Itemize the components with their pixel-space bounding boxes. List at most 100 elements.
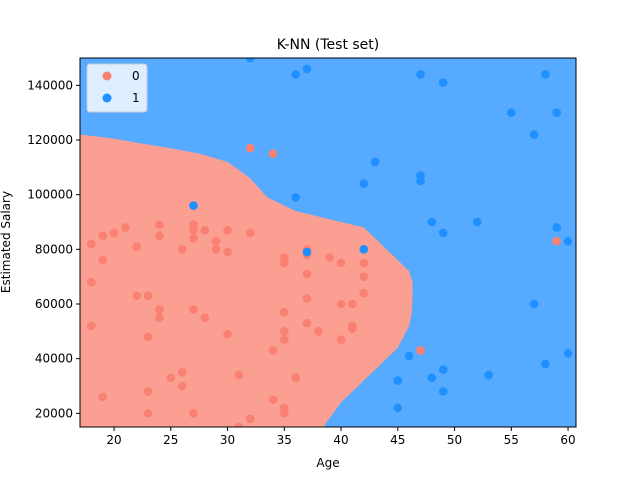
point-class-0: [200, 225, 210, 235]
point-class-0: [87, 239, 96, 249]
point-class-0: [132, 291, 142, 301]
point-class-1: [370, 157, 380, 167]
point-class-0: [155, 313, 164, 322]
point-class-0: [325, 253, 335, 262]
point-class-0: [348, 299, 357, 309]
point-class-1: [529, 130, 539, 139]
point-class-0: [200, 313, 210, 322]
x-tick-label: 25: [163, 433, 178, 447]
point-class-1: [438, 387, 448, 396]
point-class-0: [143, 332, 153, 342]
point-class-1: [438, 365, 448, 374]
y-tick-label: 60000: [35, 297, 73, 311]
point-class-1: [245, 58, 255, 63]
point-class-0: [177, 368, 187, 377]
chart-title: K-NN (Test set): [277, 37, 380, 53]
legend-label-class-1: 1: [132, 91, 140, 105]
point-class-0: [155, 220, 164, 230]
x-tick-label: 40: [333, 433, 348, 447]
point-class-0: [98, 392, 108, 402]
point-class-0: [245, 228, 255, 238]
y-tick-label: 20000: [35, 406, 73, 420]
point-class-0: [87, 277, 96, 287]
point-class-0: [552, 236, 562, 246]
x-tick-label: 30: [220, 433, 235, 447]
plot-frame: [79, 57, 577, 428]
point-class-1: [416, 176, 425, 186]
point-class-0: [336, 335, 346, 344]
point-class-1: [427, 373, 437, 383]
point-class-1: [507, 108, 516, 117]
point-class-0: [268, 395, 278, 404]
point-class-0: [280, 335, 289, 344]
point-class-0: [302, 318, 312, 328]
x-tick-label: 35: [277, 433, 292, 447]
point-class-1: [563, 236, 573, 246]
point-class-0: [336, 258, 346, 268]
point-class-1: [472, 217, 482, 227]
data-points: [87, 58, 573, 427]
point-class-0: [223, 225, 232, 235]
point-class-1: [563, 348, 573, 358]
point-class-0: [268, 149, 278, 158]
point-class-0: [155, 231, 164, 240]
legend-marker-class-1: [102, 93, 112, 103]
point-class-1: [438, 228, 448, 238]
point-class-0: [143, 409, 153, 418]
legend-box: [86, 63, 148, 113]
point-class-0: [314, 327, 323, 336]
point-class-1: [393, 376, 403, 385]
point-class-0: [234, 422, 244, 427]
legend: 0 1: [86, 63, 148, 113]
point-class-1: [404, 351, 414, 361]
point-class-0: [359, 272, 369, 281]
point-class-0: [280, 327, 289, 336]
point-class-1: [189, 201, 198, 210]
point-class-1: [416, 70, 425, 79]
x-tick-label: 60: [560, 433, 575, 447]
point-class-0: [166, 373, 176, 383]
point-class-1: [393, 403, 403, 413]
point-class-0: [87, 321, 96, 331]
decision-region-class-0: [80, 134, 413, 427]
point-class-0: [211, 245, 221, 254]
point-class-0: [189, 234, 198, 243]
point-class-0: [98, 231, 108, 240]
point-class-1: [529, 299, 539, 309]
point-class-0: [336, 299, 346, 309]
point-class-0: [280, 258, 289, 268]
point-class-1: [484, 370, 493, 380]
x-tick-label: 45: [390, 433, 405, 447]
point-class-0: [189, 409, 198, 418]
point-class-0: [98, 255, 108, 265]
point-class-0: [132, 242, 142, 251]
point-class-0: [359, 288, 369, 298]
point-class-0: [245, 414, 255, 424]
legend-label-class-0: 0: [132, 69, 140, 83]
x-axis-ticks: 20 25 30 35 40 45 50 55 60: [106, 427, 576, 447]
point-class-0: [291, 373, 300, 383]
point-class-0: [155, 305, 164, 314]
point-class-0: [302, 269, 312, 279]
point-class-1: [302, 64, 312, 74]
point-class-1: [291, 193, 300, 202]
point-class-0: [189, 225, 198, 235]
point-class-0: [211, 236, 221, 246]
y-tick-label: 140000: [27, 78, 73, 92]
point-class-0: [121, 223, 130, 232]
point-class-1: [359, 245, 369, 254]
point-class-0: [223, 247, 232, 257]
point-class-0: [348, 324, 357, 333]
point-class-0: [280, 409, 289, 418]
point-class-0: [109, 228, 119, 238]
y-tick-label: 120000: [27, 133, 73, 147]
point-class-1: [291, 70, 300, 79]
point-class-0: [143, 387, 153, 396]
point-class-1: [552, 108, 562, 117]
x-tick-label: 20: [106, 433, 121, 447]
x-tick-label: 50: [447, 433, 462, 447]
point-class-0: [359, 258, 369, 268]
point-class-0: [302, 294, 312, 303]
point-class-0: [177, 381, 187, 391]
point-class-0: [189, 305, 198, 314]
